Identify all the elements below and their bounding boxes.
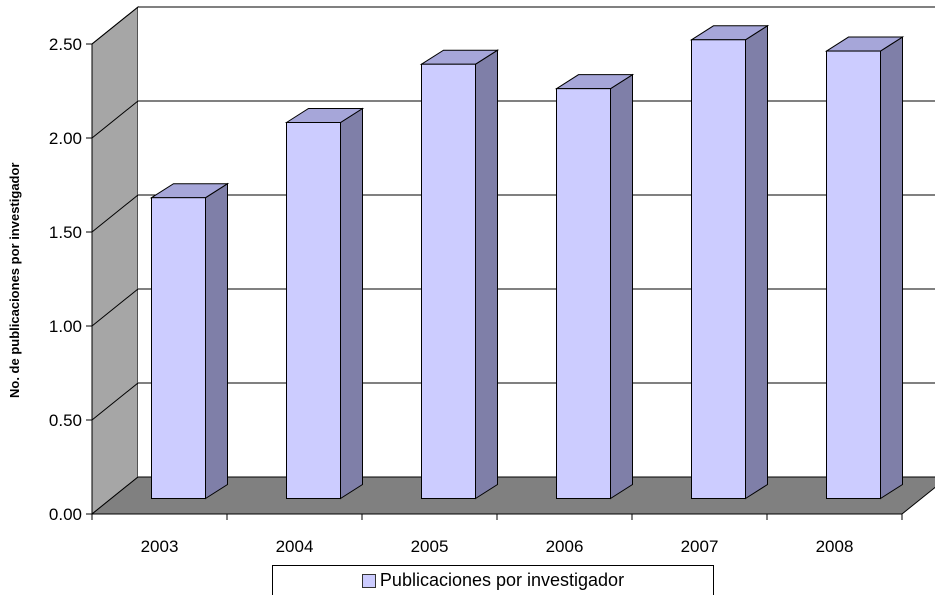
x-tick-labels: 2003 2004 2005 2006 2007 2008	[141, 537, 854, 556]
bar-side	[340, 107, 363, 500]
y-axis-label: No. de publicaciones por investigador	[7, 162, 22, 398]
bar	[554, 73, 635, 500]
gridline	[91, 6, 935, 45]
bar-side	[475, 49, 498, 500]
gridline	[91, 288, 935, 327]
legend-label: Publicaciones por investigador	[379, 570, 625, 590]
bars	[149, 24, 905, 500]
x-tick-label: 2006	[546, 537, 584, 556]
back-wall	[138, 7, 935, 477]
y-tick-label: 2.00	[49, 129, 82, 148]
x-tick-label: 2004	[276, 537, 314, 556]
x-tick-label: 2005	[411, 537, 449, 556]
axes	[86, 43, 903, 520]
bar-front	[421, 63, 476, 499]
bar-front	[556, 88, 611, 499]
bar	[419, 49, 500, 500]
bar-front	[151, 197, 206, 499]
bar	[689, 24, 770, 500]
bar-front	[691, 39, 746, 499]
y-tick-label: 0.00	[49, 505, 82, 524]
bar	[284, 107, 365, 500]
gridline	[91, 382, 935, 421]
bar-side	[610, 73, 633, 500]
bar	[824, 36, 905, 500]
x-tick-label: 2008	[816, 537, 854, 556]
bar-front	[826, 50, 881, 500]
x-tick-label: 2007	[681, 537, 719, 556]
gridline	[91, 194, 935, 233]
y-tick-label: 1.50	[49, 223, 82, 242]
x-tick-label: 2003	[141, 537, 179, 556]
gridline	[91, 100, 935, 139]
bar-side	[880, 36, 903, 500]
gridlines	[91, 6, 935, 421]
y-tick-label: 2.50	[49, 35, 82, 54]
bar-front	[286, 122, 341, 499]
y-tick-label: 1.00	[49, 317, 82, 336]
bar	[149, 182, 230, 500]
side-wall	[91, 5, 139, 516]
bar-side	[205, 182, 228, 500]
bar-side	[745, 24, 768, 500]
legend: Publicaciones por investigador	[272, 565, 714, 595]
y-tick-label: 0.50	[49, 411, 82, 430]
y-tick-labels: 0.00 0.50 1.00 1.50 2.00 2.50	[49, 35, 82, 524]
legend-swatch	[361, 573, 376, 588]
